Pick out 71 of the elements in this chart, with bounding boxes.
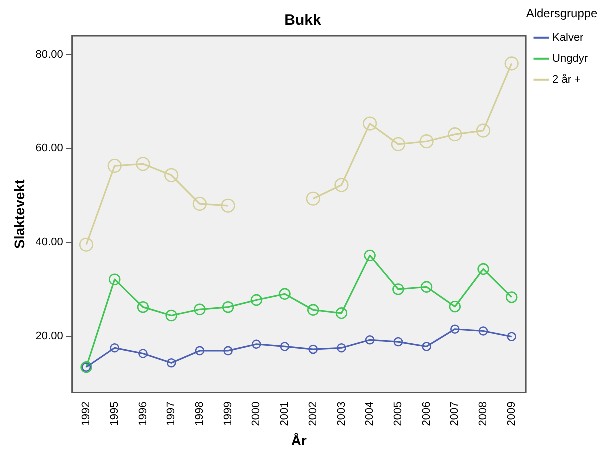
y-tick-label: 80.00: [36, 48, 64, 61]
point: [504, 56, 519, 71]
x-tick-label: 1998: [194, 402, 206, 426]
point: [478, 326, 488, 336]
point: [250, 294, 262, 306]
x-tick-label: 2002: [307, 402, 320, 426]
point: [79, 238, 94, 252]
point: [448, 128, 462, 142]
point: [394, 337, 404, 347]
point: [337, 343, 346, 353]
y-axis-title: Slaktevekt: [11, 179, 28, 250]
point: [507, 332, 517, 342]
point: [280, 342, 290, 352]
x-tick-label: 2007: [449, 402, 462, 426]
point: [449, 300, 461, 313]
x-tick-label: 1992: [80, 402, 93, 426]
x-tick-label: 1999: [222, 402, 234, 426]
point: [166, 358, 176, 368]
point: [364, 250, 376, 262]
point: [222, 301, 234, 314]
point: [392, 284, 404, 296]
point: [137, 301, 150, 314]
point: [476, 124, 491, 138]
y-tick-label: 20.00: [36, 330, 64, 342]
legend-label: 2 år +: [552, 74, 581, 86]
point: [450, 324, 460, 334]
x-tick-label: 2005: [392, 402, 404, 426]
point: [224, 346, 233, 356]
x-tick-label: 2008: [478, 402, 490, 426]
point: [308, 344, 318, 354]
point: [506, 292, 518, 304]
x-axis-title: År: [291, 432, 308, 448]
point: [365, 336, 375, 345]
legend-label: Kalver: [552, 32, 584, 44]
point: [306, 192, 320, 206]
point: [138, 349, 148, 358]
x-tick-label: 2003: [336, 402, 348, 426]
x-tick-label: 2001: [279, 402, 292, 426]
point: [391, 137, 406, 152]
point: [164, 168, 179, 182]
point: [194, 304, 206, 316]
y-tick-label: 40.00: [36, 236, 64, 249]
point: [334, 178, 349, 192]
y-tick-label: 60.00: [36, 142, 64, 155]
legend-label: Ungdyr: [552, 52, 588, 65]
x-tick-label: 2006: [420, 402, 433, 426]
point: [279, 288, 291, 300]
point: [420, 281, 433, 293]
point: [308, 304, 320, 316]
chart-title: Bukk: [284, 12, 322, 30]
point: [363, 116, 378, 131]
point: [195, 346, 205, 356]
point: [166, 310, 178, 322]
point: [336, 308, 348, 320]
point: [109, 274, 121, 286]
point: [252, 340, 262, 350]
x-tick-label: 2009: [506, 402, 518, 426]
point: [192, 196, 207, 212]
point: [110, 343, 120, 353]
point: [108, 158, 122, 174]
point: [136, 157, 150, 172]
point: [221, 198, 236, 213]
x-tick-label: 1995: [108, 402, 121, 426]
x-tick-label: 1997: [166, 402, 178, 426]
x-tick-label: 2000: [250, 402, 263, 426]
x-tick-label: 2004: [364, 402, 376, 426]
point: [478, 263, 490, 276]
legend-title: Aldersgruppe: [526, 6, 598, 20]
x-tick-label: 1996: [137, 402, 150, 426]
point: [420, 134, 434, 149]
point: [422, 342, 432, 352]
